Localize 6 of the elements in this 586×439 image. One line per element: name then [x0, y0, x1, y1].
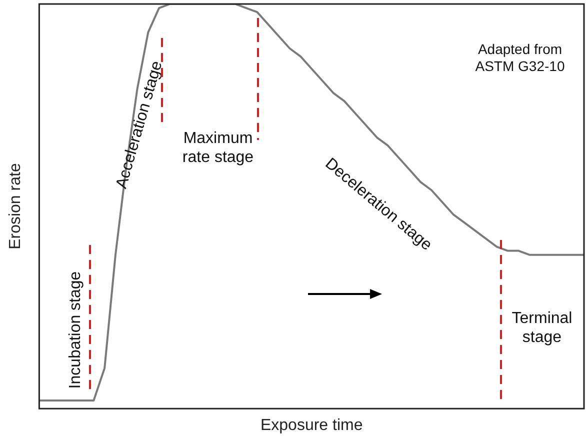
x-axis-title: Exposure time: [260, 416, 363, 434]
annotation: Terminal stage: [510, 308, 574, 348]
annotation: Incubation stage: [66, 271, 86, 389]
annotation: Maximum rate stage: [181, 128, 255, 168]
annotation: Adapted from ASTM G32-10: [474, 41, 566, 75]
y-axis-title: Erosion rate: [7, 163, 24, 250]
